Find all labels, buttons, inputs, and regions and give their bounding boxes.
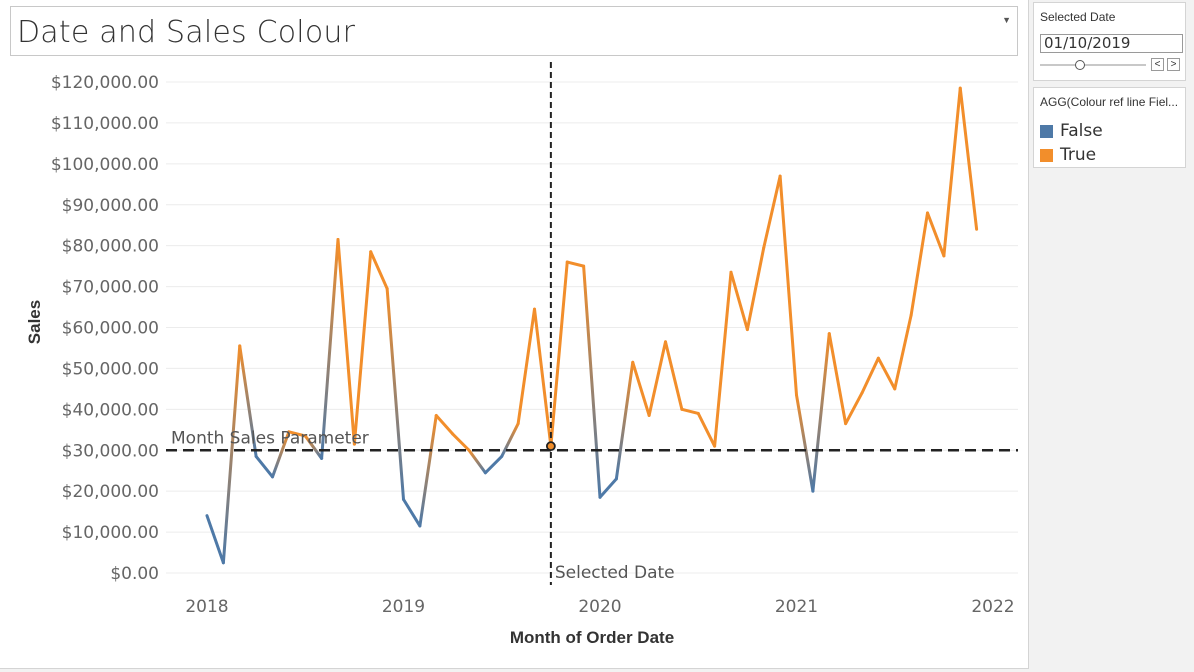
series-segment (631, 360, 651, 417)
series-segment (533, 307, 553, 448)
series-segment (467, 448, 487, 475)
dashboard: Date and Sales Colour ▼ $0.00 $10,000.00 $… (0, 0, 1029, 669)
series-segment (876, 356, 897, 391)
y-tick-label: $30,000.00 (62, 441, 159, 461)
x-tick-label: 2021 (775, 597, 818, 617)
sales-line-chart: $0.00 $10,000.00 $20,000.00 $30,000.00 $40,0… (25, 62, 1018, 647)
series-segment (893, 313, 913, 391)
series-segment (516, 307, 536, 426)
series-segment (238, 344, 258, 458)
x-axis-title: Month of Order Date (510, 628, 674, 647)
y-tick-label: $40,000.00 (62, 400, 159, 420)
legend-swatch-false (1040, 124, 1053, 138)
series-segment (713, 270, 733, 448)
y-tick-label: $100,000.00 (51, 155, 159, 175)
y-tick-label: $20,000.00 (62, 482, 159, 502)
series-segment (221, 344, 242, 565)
legend-title: AGG(Colour ref line Fiel... (1040, 95, 1179, 109)
series-segment (909, 211, 929, 317)
date-slider-track[interactable] (1040, 64, 1146, 66)
dashboard-title: Date and Sales Colour (17, 15, 356, 50)
y-tick-label: $70,000.00 (62, 278, 159, 298)
y-tick-label: $50,000.00 (62, 359, 159, 379)
x-tick-label: 2019 (382, 597, 425, 617)
title-menu-caret-icon[interactable]: ▼ (1002, 15, 1011, 25)
series-segment (352, 250, 373, 446)
series-segment (860, 356, 880, 395)
series-segment (336, 238, 356, 446)
series-segment (942, 86, 962, 258)
series-segment (254, 454, 274, 479)
y-tick-label: $60,000.00 (62, 319, 159, 339)
y-tick-label: $110,000.00 (51, 114, 159, 134)
series-segment (287, 430, 307, 438)
legend-swatch-true (1040, 148, 1053, 162)
y-tick-label: $80,000.00 (62, 237, 159, 257)
series-segment (614, 360, 635, 481)
legend-item-true[interactable]: True (1040, 145, 1096, 165)
series-segment (811, 332, 831, 493)
series-segment (827, 332, 848, 426)
y-tick-label: $0.00 (110, 564, 159, 584)
next-date-button[interactable]: > (1167, 58, 1180, 71)
x-tick-label: 2022 (971, 597, 1014, 617)
series-segment (582, 264, 602, 499)
series-segment (795, 393, 815, 493)
series-segment (500, 422, 520, 458)
series-segment (402, 497, 422, 528)
series-segment (205, 514, 225, 565)
selected-date-title: Selected Date (1040, 10, 1116, 24)
date-slider-handle[interactable] (1075, 60, 1086, 70)
y-tick-label: $90,000.00 (62, 196, 159, 216)
series-segment (926, 211, 946, 258)
y-tick-label: $120,000.00 (51, 73, 159, 93)
previous-date-button[interactable]: < (1151, 58, 1164, 71)
series-segment (958, 86, 979, 231)
series-segment (778, 174, 798, 397)
series-segment (696, 411, 717, 448)
series-segment (434, 413, 455, 436)
series-segment (451, 432, 471, 452)
legend-label-false: False (1060, 121, 1103, 141)
series-segment (598, 477, 618, 499)
series-segment (320, 238, 340, 460)
series-segment (762, 174, 782, 250)
legend-label-true: True (1060, 145, 1097, 165)
series-segment (303, 434, 324, 460)
series-segment (729, 270, 749, 332)
colour-legend-panel: AGG(Colour ref line Fiel... False True (1033, 87, 1186, 168)
selected-date-input[interactable]: 01/10/2019 (1040, 34, 1183, 53)
x-tick-label: 2020 (578, 597, 621, 617)
series-segment (549, 260, 569, 448)
series-segment (483, 454, 504, 475)
x-tick-label: 2018 (185, 597, 228, 617)
title-box: Date and Sales Colour ▼ (10, 6, 1018, 56)
series-segment (271, 430, 291, 479)
selected-date-panel: Selected Date 01/10/2019 < > (1033, 2, 1186, 81)
y-tick-label: $10,000.00 (62, 523, 159, 543)
series-segment (647, 340, 667, 417)
series-segment (385, 287, 405, 501)
series-segment (565, 260, 586, 268)
series-segment (745, 246, 766, 332)
legend-item-false[interactable]: False (1040, 121, 1103, 141)
series-segment (664, 340, 684, 411)
series-segment (680, 407, 700, 415)
series-segment (369, 250, 389, 291)
series-segment (844, 391, 864, 426)
series-segment (418, 413, 438, 528)
selected-date-label: Selected Date (555, 563, 675, 583)
selected-date-point (545, 441, 556, 452)
y-axis-title: Sales (25, 300, 44, 344)
sales-parameter-label: Month Sales Parameter (171, 428, 369, 448)
